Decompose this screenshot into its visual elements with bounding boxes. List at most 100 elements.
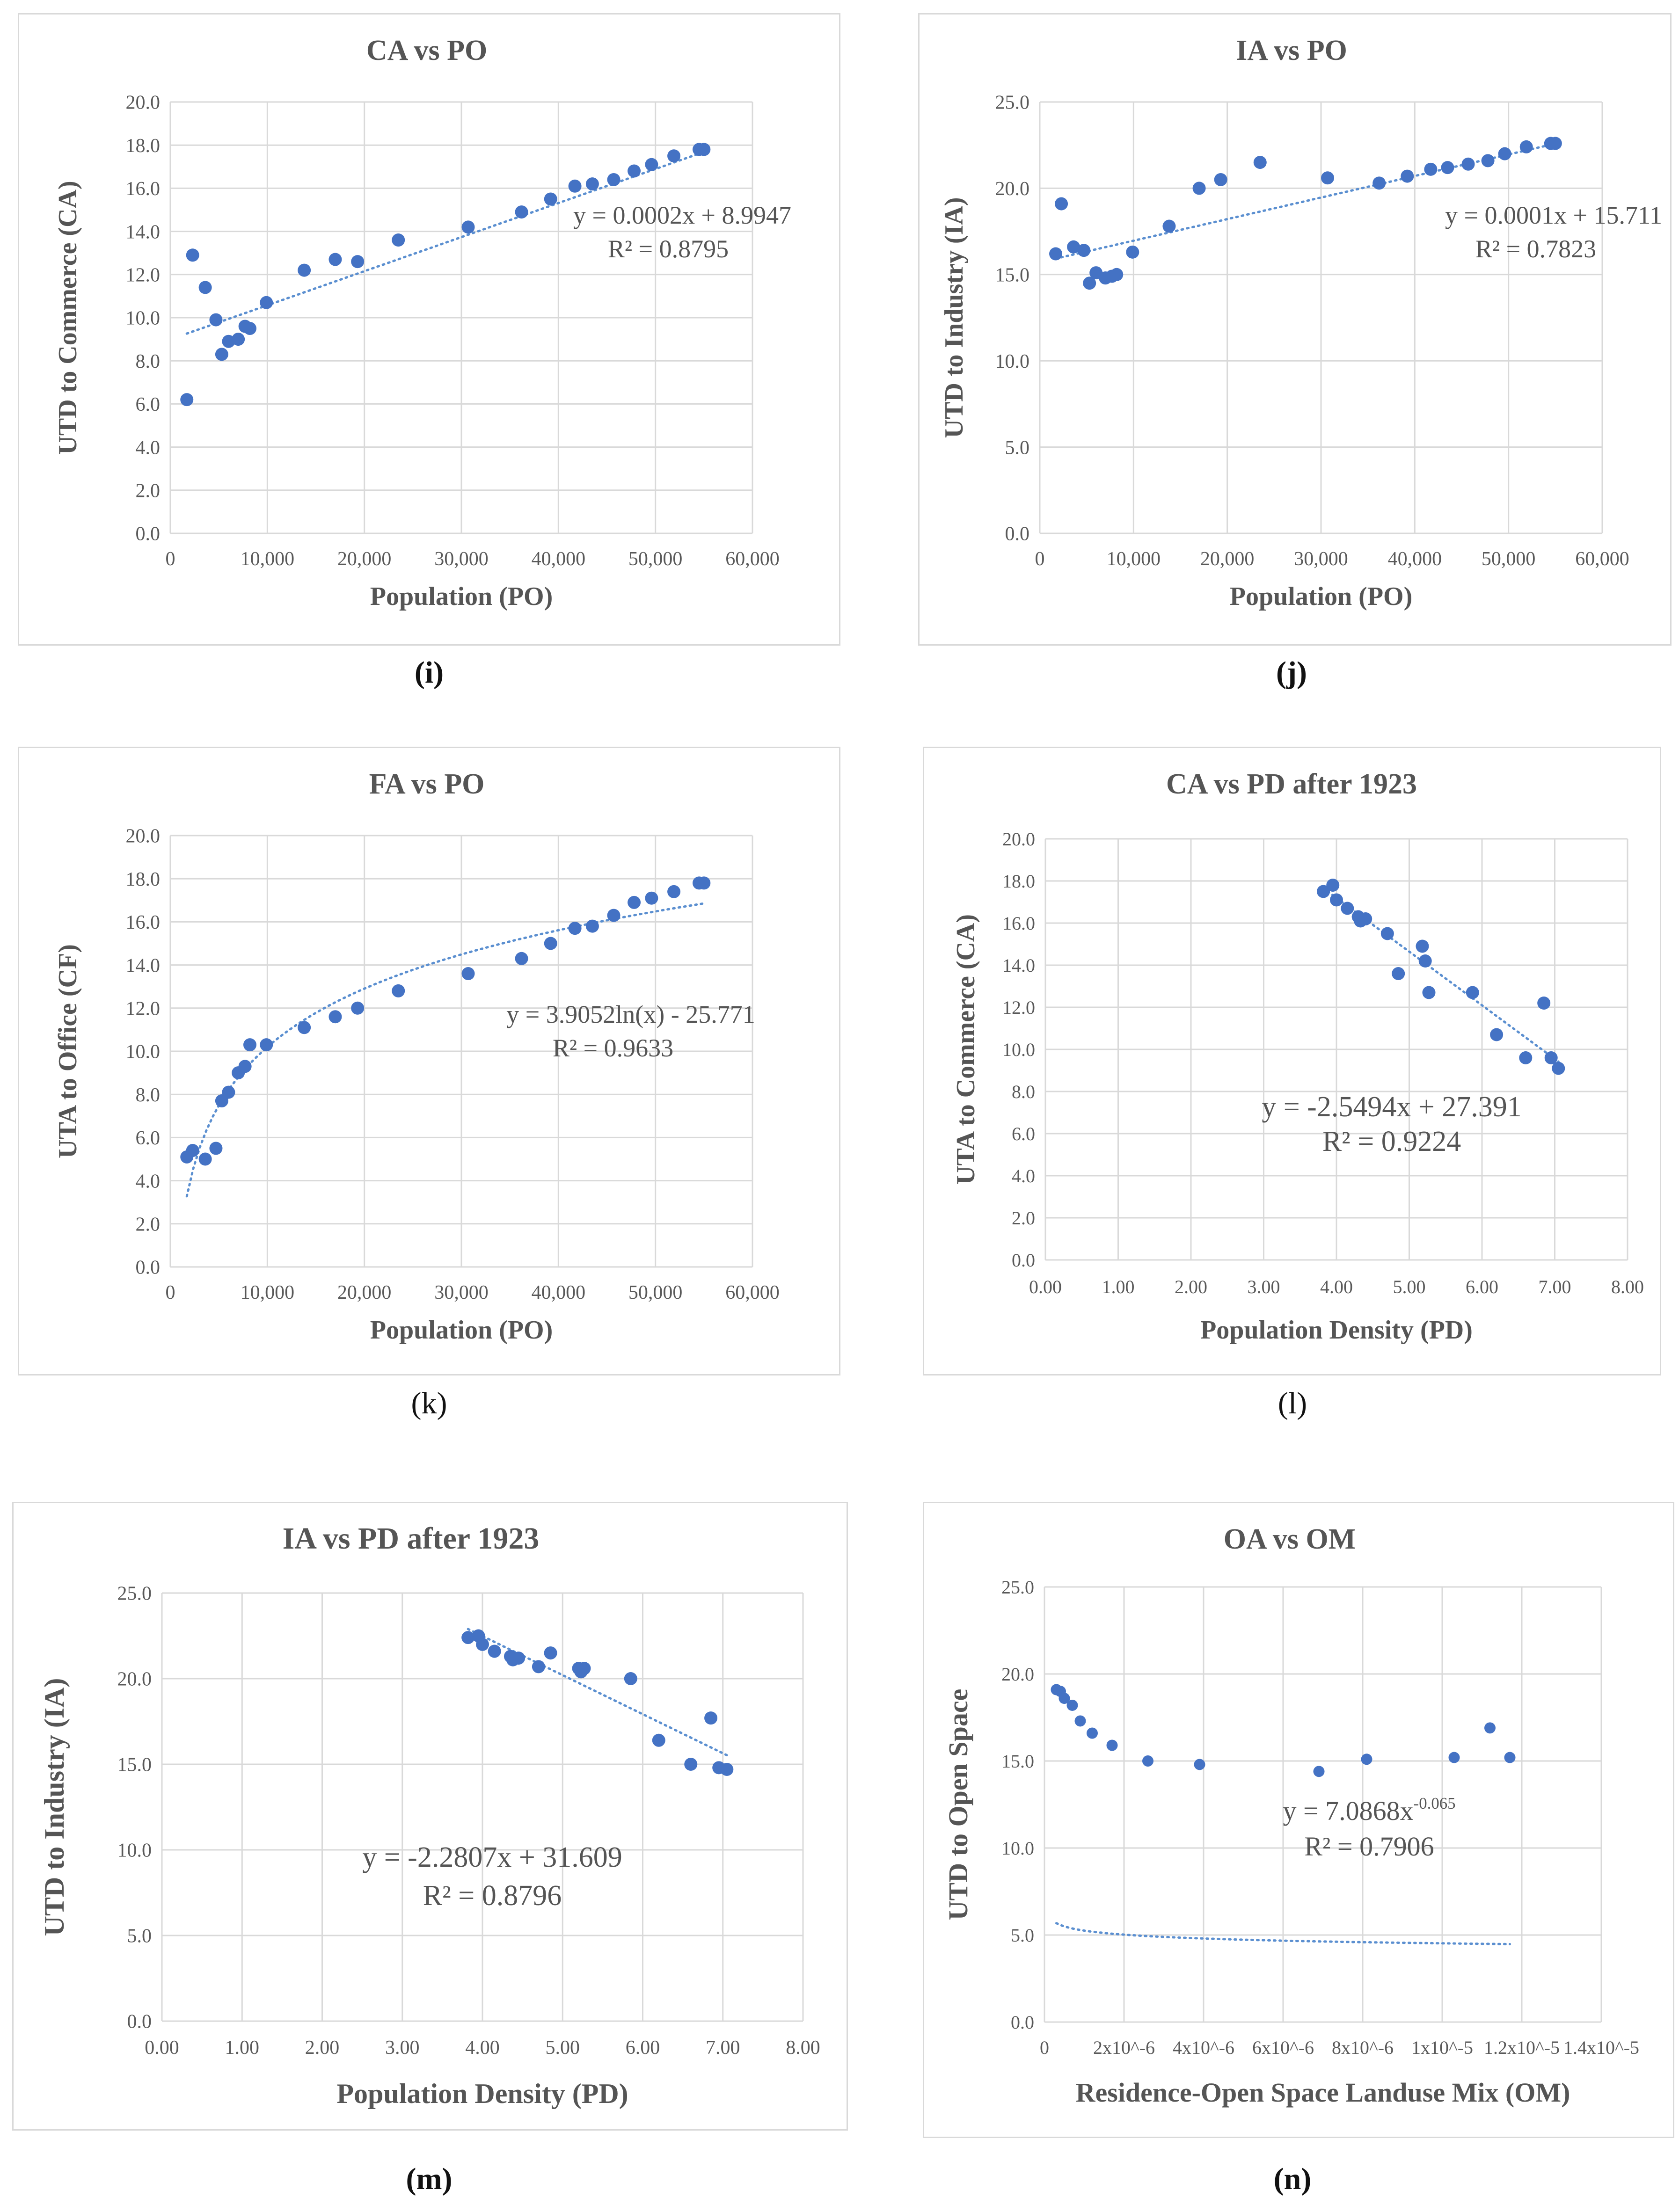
y-tick-label: 10.0 [117,1840,152,1862]
data-point [392,233,405,247]
y-tick-label: 8.0 [1012,1081,1035,1102]
data-point [1548,137,1562,150]
x-tick-label: 6.00 [626,2037,660,2059]
trend-r2: R² = 0.8796 [423,1880,562,1912]
x-axis-label: Population (PO) [370,1316,553,1345]
data-point [624,1672,637,1685]
chart-title: IA vs PO [1236,35,1347,66]
panel-label-k: (k) [411,1386,447,1420]
data-point [667,885,681,898]
y-tick-label: 25.0 [117,1583,152,1605]
data-point [1253,156,1267,169]
data-point [720,1762,734,1776]
x-tick-label: 0 [166,548,175,570]
data-point [1326,879,1340,892]
y-tick-label: 12.0 [1002,997,1035,1018]
data-point [667,149,681,163]
data-point [1055,197,1068,211]
trend-equation: y = 7.0868x-0.065 [1283,1794,1455,1826]
data-point [298,263,311,277]
data-point [461,220,475,234]
panel-label-j: (j) [1276,655,1307,690]
data-point [392,984,405,997]
y-tick-label: 20.0 [995,178,1030,200]
x-tick-label: 60,000 [725,548,780,570]
data-point [1461,157,1475,171]
data-point [1490,1028,1504,1041]
data-point [1372,176,1386,190]
chart-n: 0.0 5.0 10.0 15.0 20.0 25.0 0 2x10^-6 4x10^-6 6x1… [943,1523,1639,2108]
data-point [1083,276,1096,290]
x-tick-label: 4.00 [465,2037,500,2059]
data-point [1359,912,1372,925]
x-tick-label: 30,000 [1294,548,1348,570]
y-tick-label: 15.0 [117,1754,152,1776]
data-point [1106,1739,1118,1751]
y-tick-label: 20.0 [1001,1664,1034,1685]
y-tick-label: 0.0 [136,1257,161,1279]
y-tick-label: 6.0 [136,1128,161,1149]
data-point [1126,245,1139,259]
data-point [628,895,641,909]
data-point [243,322,257,335]
data-point [704,1711,718,1725]
panel-label-i: (i) [414,655,444,690]
x-tick-label: 3.00 [385,2037,420,2059]
x-tick-label: 1.4x10^-5 [1563,2037,1639,2058]
x-axis-label: Residence-Open Space Landuse Mix (OM) [1076,2077,1570,2108]
x-tick-label: 30,000 [434,548,489,570]
data-point [1441,161,1454,175]
y-axis-label: UTA to Commerce (CA) [951,914,980,1185]
x-tick-label: 10,000 [241,1282,295,1303]
data-point [1142,1755,1153,1767]
y-tick-label: 4.0 [1012,1165,1035,1186]
y-tick-label: 8.0 [136,1084,161,1106]
y-tick-label: 18.0 [126,869,161,890]
x-axis-label: Population Density (PD) [1200,1316,1473,1345]
x-tick-label: 8.00 [1611,1276,1644,1297]
trend-r2: R² = 0.7823 [1475,235,1596,263]
trendline [1322,887,1560,1063]
data-point [1192,182,1206,195]
data-point [243,1038,257,1052]
trend-equation-exponent: -0.065 [1414,1794,1456,1812]
data-point [1552,1062,1565,1075]
data-point [515,205,528,219]
trend-r2: R² = 0.9224 [1322,1126,1461,1157]
data-point [232,333,245,346]
data-point [1214,173,1227,186]
x-tick-label: 3.00 [1248,1276,1280,1297]
data-point [532,1660,545,1674]
data-point [544,937,557,950]
data-point [697,876,711,890]
y-tick-label: 6.0 [136,394,161,415]
data-point [1519,1051,1533,1064]
x-tick-label: 6x10^-6 [1252,2037,1314,2058]
y-tick-label: 0.0 [1005,524,1030,545]
y-tick-label: 10.0 [995,351,1030,372]
chart-frame-n [923,1502,1674,2138]
x-tick-label: 20,000 [1200,548,1255,570]
y-tick-label: 20.0 [1002,829,1035,850]
data-point [585,919,599,933]
x-tick-label: 30,000 [434,1282,489,1303]
data-point [607,909,620,922]
data-point [1317,885,1330,898]
y-tick-label: 2.0 [136,480,161,502]
data-point [209,313,223,327]
data-point [1424,162,1438,176]
data-point [488,1644,501,1658]
data-point [328,253,342,266]
data-point [1110,268,1124,281]
chart-l: 0.0 2.0 4.0 6.0 8.0 10.0 12.0 14.0 16.0 18.0 20.0 0… [951,768,1644,1345]
x-tick-label: 40,000 [532,1282,586,1303]
y-tick-label: 14.0 [126,955,161,976]
x-tick-label: 4x10^-6 [1173,2037,1234,2058]
x-tick-label: 20,000 [337,548,392,570]
x-tick-label: 1.00 [1102,1276,1135,1297]
y-tick-label: 16.0 [126,178,161,200]
y-tick-label: 0.0 [136,524,161,545]
panel-label-m: (m) [406,2162,453,2196]
x-tick-label: 1.00 [225,2037,260,2059]
x-tick-label: 1.2x10^-5 [1484,2037,1560,2058]
